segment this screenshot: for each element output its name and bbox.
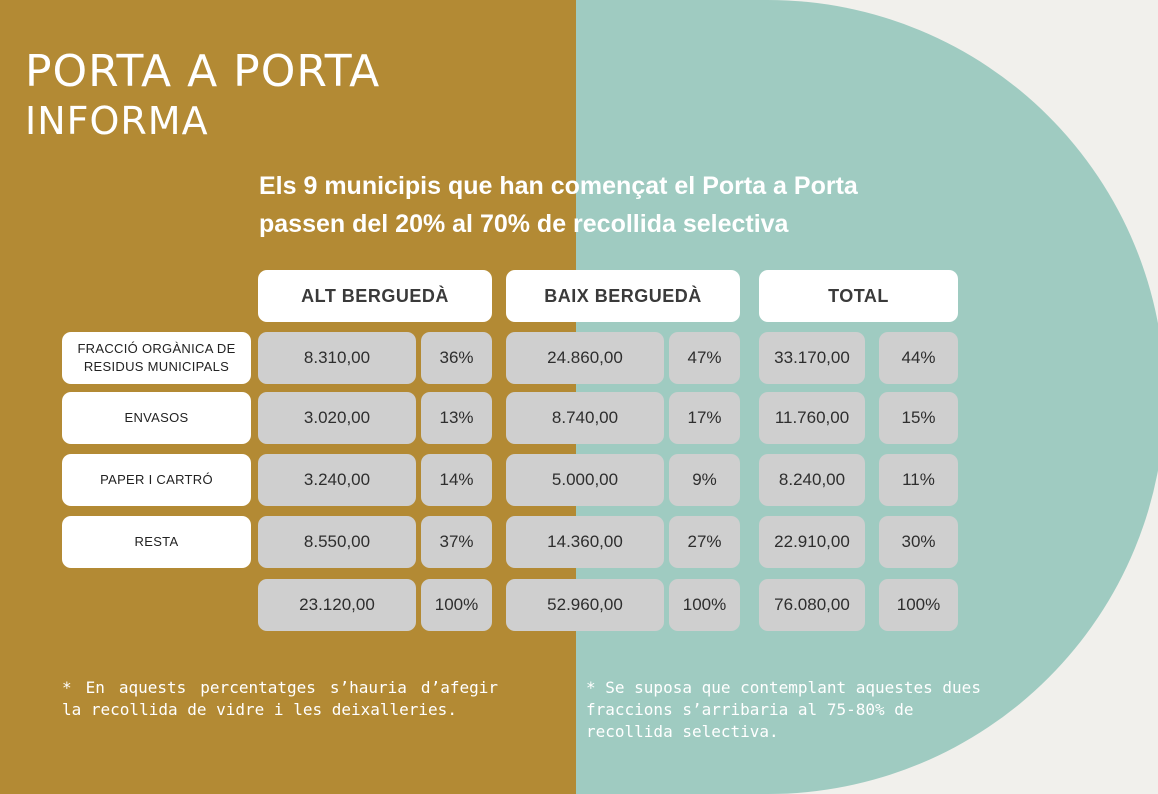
cell-total-amount: 8.240,00: [759, 454, 865, 506]
cell-alt-percent: 14%: [421, 454, 492, 506]
cell-total-amount: 33.170,00: [759, 332, 865, 384]
cell-baix-total-percent: 100%: [669, 579, 740, 631]
title-line-1: PORTA A PORTA: [25, 46, 381, 97]
cell-baix-percent: 47%: [669, 332, 740, 384]
cell-grand-total-amount: 76.080,00: [759, 579, 865, 631]
column-header-total: TOTAL: [759, 270, 958, 322]
headline-line-1: Els 9 municipis que han començat el Port…: [259, 172, 858, 200]
cell-total-percent: 30%: [879, 516, 958, 568]
cell-total-amount: 22.910,00: [759, 516, 865, 568]
row-label-organica: FRACCIÓ ORGÀNICA DE RESIDUS MUNICIPALS: [62, 332, 251, 384]
cell-alt-amount: 8.550,00: [258, 516, 416, 568]
headline: Els 9 municipis que han començat el Port…: [259, 167, 1019, 243]
cell-grand-total-percent: 100%: [879, 579, 958, 631]
headline-line-2: passen del 20% al 70% de recollida selec…: [259, 210, 789, 238]
cell-baix-percent: 27%: [669, 516, 740, 568]
cell-baix-amount: 8.740,00: [506, 392, 664, 444]
title-line-2: INFORMA: [25, 99, 209, 143]
cell-total-percent: 44%: [879, 332, 958, 384]
row-label-resta: RESTA: [62, 516, 251, 568]
cell-alt-percent: 13%: [421, 392, 492, 444]
cell-alt-total-amount: 23.120,00: [258, 579, 416, 631]
cell-alt-percent: 37%: [421, 516, 492, 568]
row-label-organica-line-2: RESIDUS MUNICIPALS: [83, 359, 230, 374]
cell-total-percent: 11%: [879, 454, 958, 506]
cell-baix-amount: 5.000,00: [506, 454, 664, 506]
cell-total-percent: 15%: [879, 392, 958, 444]
cell-alt-amount: 8.310,00: [258, 332, 416, 384]
footnote-left: * En aquests percentatges s’hauria d’afe…: [62, 678, 498, 719]
cell-baix-total-amount: 52.960,00: [506, 579, 664, 631]
footnote-right: * Se suposa que contemplant aquestes due…: [586, 678, 981, 741]
cell-baix-percent: 17%: [669, 392, 740, 444]
cell-alt-total-percent: 100%: [421, 579, 492, 631]
cell-baix-percent: 9%: [669, 454, 740, 506]
cell-alt-amount: 3.240,00: [258, 454, 416, 506]
cell-total-amount: 11.760,00: [759, 392, 865, 444]
row-label-paper: PAPER I CARTRÓ: [62, 454, 251, 506]
column-header-alt-bergueda: ALT BERGUEDÀ: [258, 270, 492, 322]
row-label-organica-line-1: FRACCIÓ ORGÀNICA DE: [77, 341, 236, 356]
cell-baix-amount: 24.860,00: [506, 332, 664, 384]
cell-baix-amount: 14.360,00: [506, 516, 664, 568]
cell-alt-percent: 36%: [421, 332, 492, 384]
column-header-baix-bergueda: BAIX BERGUEDÀ: [506, 270, 740, 322]
cell-alt-amount: 3.020,00: [258, 392, 416, 444]
row-label-envasos: ENVASOS: [62, 392, 251, 444]
